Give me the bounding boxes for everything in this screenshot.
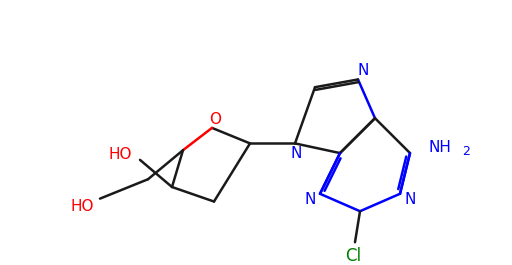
Text: HO: HO bbox=[70, 199, 94, 214]
Text: N: N bbox=[290, 145, 302, 161]
Text: Cl: Cl bbox=[345, 247, 361, 265]
Text: NH: NH bbox=[429, 140, 452, 155]
Text: HO: HO bbox=[108, 147, 132, 162]
Text: N: N bbox=[304, 192, 316, 207]
Text: 2: 2 bbox=[462, 145, 470, 158]
Text: N: N bbox=[404, 192, 416, 207]
Text: N: N bbox=[357, 63, 369, 78]
Text: O: O bbox=[209, 112, 221, 127]
